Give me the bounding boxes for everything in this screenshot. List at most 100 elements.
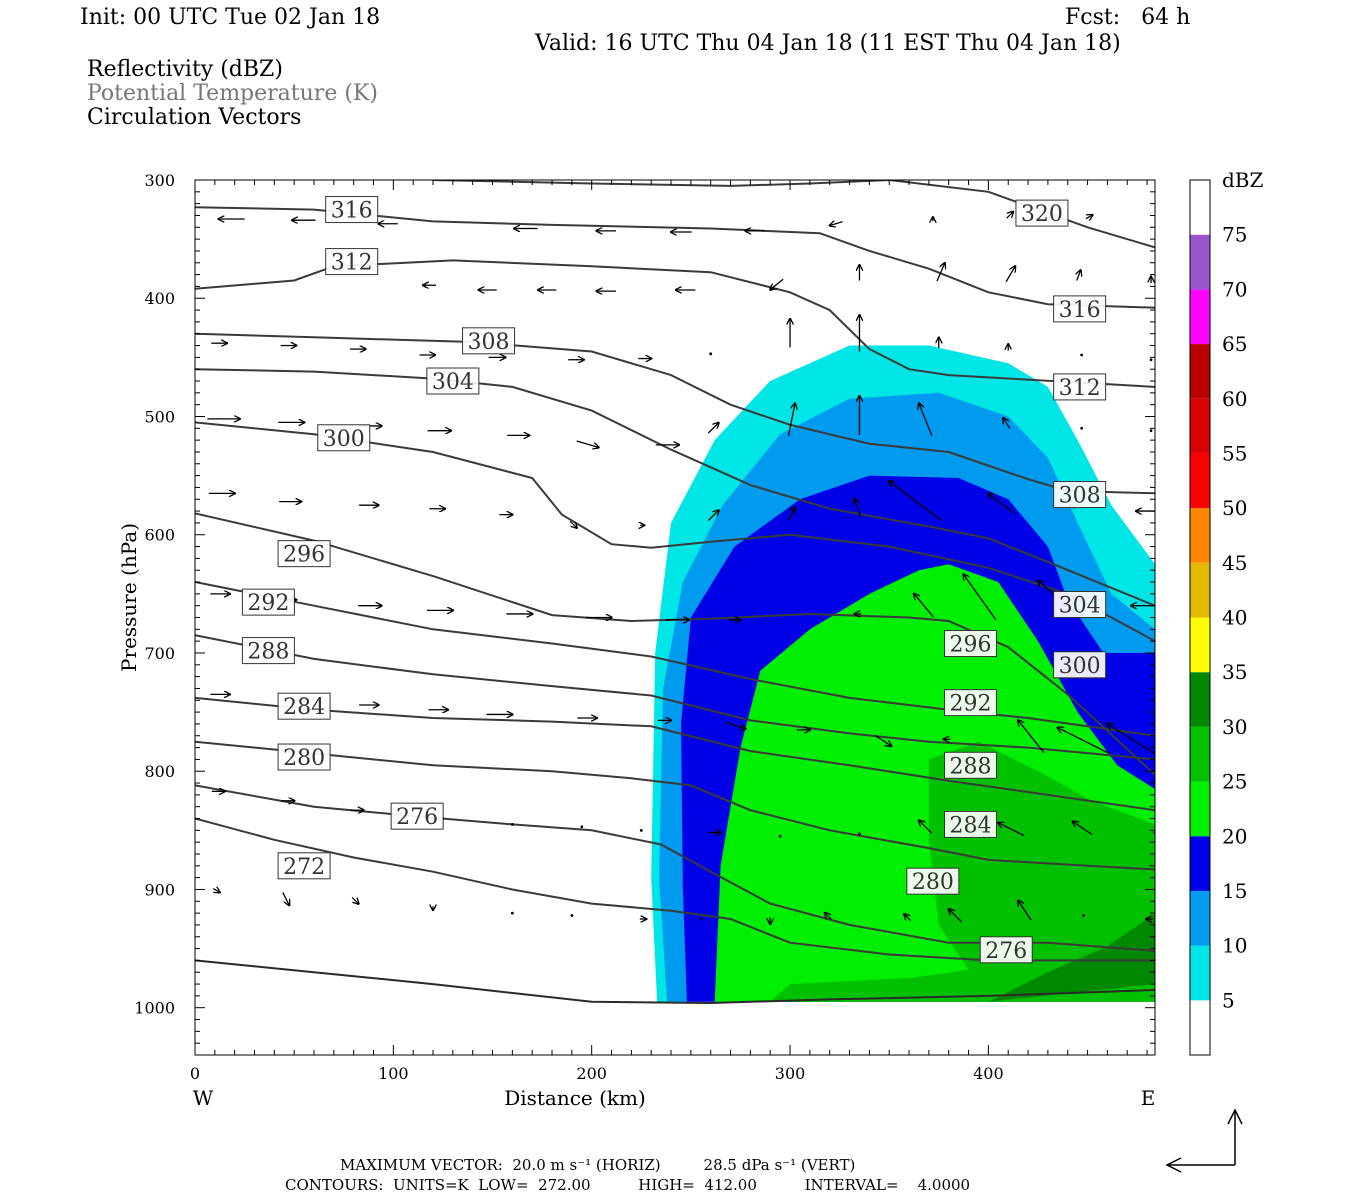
theta-label-box-23 [979, 936, 1033, 964]
x-end-label-east: E [1141, 1086, 1156, 1110]
colorbar-frame [1189, 179, 1211, 1056]
y-tick-label-700: 700 [144, 644, 175, 663]
valid-time: Valid: 16 UTC Thu 04 Jan 18 (11 EST Thu … [535, 31, 1121, 56]
vector-19 [1005, 266, 1015, 283]
circulation-vectors [207, 212, 1155, 924]
vector-106 [282, 892, 290, 905]
colorbar-swatch-12 [1190, 344, 1210, 399]
theta-label-box-13 [1053, 295, 1107, 323]
vector-9 [1006, 212, 1014, 219]
colorbar-label-55: 55 [1222, 441, 1247, 465]
surface-line [195, 959, 1155, 1005]
theta-label-19: 292 [950, 692, 992, 717]
theta-label-1: 312 [331, 251, 373, 276]
colorbar-swatch-2 [1190, 890, 1210, 946]
theta-label-box-11 [277, 852, 331, 880]
vector-7 [830, 222, 843, 226]
vector-100 [858, 832, 861, 836]
colorbar-swatch-13 [1190, 289, 1210, 345]
colorbar-swatch-5 [1190, 726, 1210, 782]
theta-label-box-17 [1053, 651, 1107, 679]
vector-59 [854, 498, 862, 519]
theta-contour-316 [195, 206, 1155, 309]
vector-110 [570, 914, 574, 917]
vector-58 [787, 507, 796, 521]
vector-89 [1057, 728, 1110, 755]
theta-contour-280 [195, 740, 1155, 871]
y-axis-title: Pressure (hPa) [117, 523, 141, 672]
reflectivity-30-dbz [988, 913, 1155, 1002]
colorbar-swatch-3 [1190, 836, 1210, 891]
vector-107 [351, 896, 359, 904]
theta-label-21: 284 [950, 813, 992, 838]
reflectivity-25-dbz [770, 741, 1155, 1002]
x-tick-label-100: 100 [378, 1064, 409, 1083]
theta-label-box-4 [317, 424, 371, 452]
theta-label-box-1 [325, 248, 379, 276]
theta-label-box-12 [1015, 199, 1069, 227]
vector-103 [1073, 822, 1093, 836]
vector-96 [580, 825, 584, 829]
field-potential-temperature: Potential Temperature (K) [87, 81, 378, 106]
theta-label-box-9 [277, 743, 331, 771]
theta-label-box-15 [1053, 481, 1107, 509]
theta-label-11: 272 [283, 855, 325, 880]
y-tick-label-400: 400 [144, 289, 175, 308]
theta-label-10: 276 [396, 805, 438, 830]
vector-105 [213, 889, 220, 893]
vector-57 [707, 510, 718, 522]
vector-18 [936, 263, 945, 282]
vector-112 [699, 917, 703, 921]
theta-label-14: 312 [1059, 376, 1101, 401]
max-vector-note: MAXIMUM VECTOR: 20.0 m s⁻¹ (HORIZ) 28.5 … [340, 1156, 856, 1174]
colorbar-label-20: 20 [1222, 824, 1247, 848]
theta-label-23: 276 [985, 939, 1027, 964]
vector-86 [875, 735, 892, 746]
vector-16 [770, 278, 784, 289]
vector-47 [1003, 418, 1011, 429]
y-tick-label-800: 800 [144, 762, 175, 781]
init-time: Init: 00 UTC Tue 02 Jan 18 [80, 5, 381, 30]
theta-label-6: 292 [247, 591, 289, 616]
vector-61 [988, 494, 1015, 514]
colorbar-label-25: 25 [1222, 770, 1247, 794]
colorbar-swatch-8 [1190, 562, 1210, 618]
colorbar-label-60: 60 [1222, 387, 1247, 411]
theta-label-box-3 [426, 367, 480, 395]
vector-116 [949, 909, 963, 923]
colorbar-label-10: 10 [1222, 934, 1247, 958]
vector-55 [569, 520, 577, 528]
theta-label-22: 280 [912, 870, 954, 895]
theta-contour-272 [195, 817, 1155, 962]
colorbar-label-40: 40 [1222, 606, 1247, 630]
vector-90 [1107, 724, 1155, 755]
colorbar-label-70: 70 [1222, 277, 1247, 301]
theta-contour-labels: 316 312 308 304 300 296 292 288 284 280 276 272 320 3… [241, 196, 1107, 964]
reference-vector-icon [1165, 1108, 1243, 1173]
forecast-hour: Fcst: 64 h [1065, 5, 1191, 30]
vector-114 [825, 913, 832, 920]
vector-35 [1149, 358, 1153, 362]
vector-74 [963, 574, 997, 621]
theta-contour-296 [195, 512, 1155, 776]
vector-102 [998, 823, 1025, 837]
theta-contour-304 [195, 368, 1155, 607]
vector-109 [510, 911, 514, 915]
vector-34 [1080, 353, 1084, 357]
x-tick-label-200: 200 [576, 1064, 607, 1083]
colorbar-label-50: 50 [1222, 496, 1247, 520]
y-tick-label-1000: 1000 [134, 999, 175, 1018]
theta-label-box-14 [1053, 373, 1107, 401]
theta-label-box-16 [1053, 590, 1107, 618]
x-tick-label-0: 0 [190, 1064, 200, 1083]
theta-label-box-6 [241, 588, 295, 616]
field-reflectivity: Reflectivity (dBZ) [87, 57, 283, 82]
theta-label-20: 288 [950, 754, 992, 779]
vector-118 [1082, 914, 1085, 917]
vector-44 [787, 403, 796, 436]
theta-label-box-7 [241, 637, 295, 665]
vector-43 [707, 423, 718, 434]
y-tick-label-500: 500 [144, 407, 175, 426]
field-circulation-vectors: Circulation Vectors [87, 105, 302, 130]
